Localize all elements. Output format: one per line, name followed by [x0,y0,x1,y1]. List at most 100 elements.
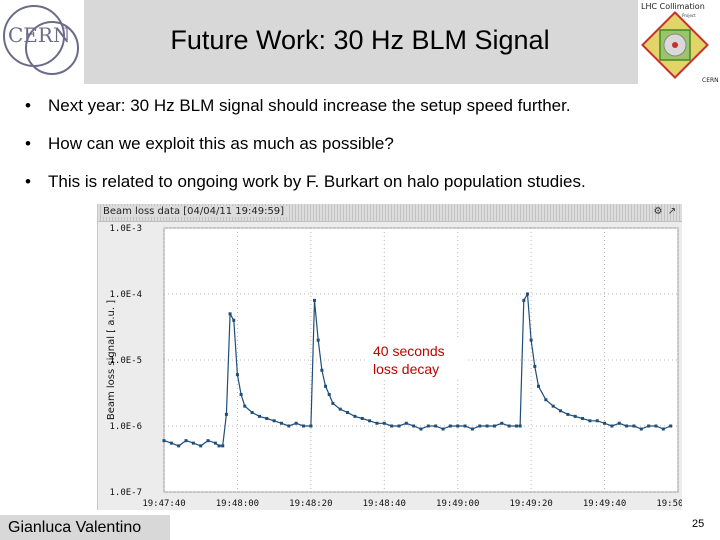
x-tick-label: 19:48:20 [289,499,332,509]
data-point [162,439,166,443]
lhc-collimation-logo: LHC Collimation Project CERN [638,0,720,84]
data-point [265,416,269,420]
data-point [320,368,324,372]
annotation-line: 40 seconds [373,343,445,359]
bullet-item: • How can we exploit this as much as poss… [22,132,712,170]
x-tick-label: 19:50:00 [656,499,682,509]
data-point [533,364,537,368]
data-point [573,414,577,418]
data-point [500,421,504,425]
svg-text:LHC Collimation: LHC Collimation [641,2,705,11]
data-point [412,424,416,428]
data-point [661,427,665,431]
svg-text:CERN: CERN [702,77,719,84]
data-point [588,419,592,423]
x-tick-label: 19:49:40 [583,499,626,509]
data-point [375,421,379,425]
data-point [331,401,335,405]
bullet-dot: • [25,134,31,153]
data-point [346,411,350,415]
y-tick-label: 1.0E-3 [109,224,142,234]
data-point [169,441,173,445]
data-point [272,419,276,423]
data-point [485,424,489,428]
y-tick-label: 1.0E-7 [109,488,142,498]
data-point [324,384,328,388]
data-point [522,298,526,302]
data-point [302,424,306,428]
data-point [525,292,529,296]
data-point [368,419,372,423]
data-point [279,421,283,425]
bullet-text: This is related to ongoing work by F. Bu… [48,172,586,191]
data-point [507,424,511,428]
x-tick-label: 19:49:20 [509,499,552,509]
data-point [669,424,673,428]
data-point [316,338,320,342]
data-point [287,424,291,428]
x-tick-label: 19:47:40 [142,499,185,509]
bullet-item: • This is related to ongoing work by F. B… [22,170,712,208]
settings-icon[interactable]: ⚙ [653,206,663,217]
bullet-text: How can we exploit this as much as possi… [48,134,394,153]
data-point [419,427,423,431]
data-point [250,411,254,415]
data-point [632,424,636,428]
data-point [232,318,236,322]
svg-text:CERN: CERN [8,23,70,47]
data-point [456,424,460,428]
data-point [397,424,401,428]
cern-logo: CERN [0,0,84,84]
annotation-line: loss decay [373,361,440,377]
x-tick-label: 19:48:00 [216,499,259,509]
data-point [313,298,317,302]
data-point [360,416,364,420]
data-point [390,424,394,428]
x-tick-label: 19:48:40 [363,499,406,509]
data-point [257,414,261,418]
data-point [224,412,228,416]
y-axis-title: Beam loss signal [ a.u. ] [106,300,117,420]
data-point [625,424,629,428]
data-point [518,424,522,428]
data-point [382,421,386,425]
presenter-name: Gianluca Valentino [0,515,170,540]
data-point [559,409,563,413]
data-point [353,414,357,418]
data-point [566,412,570,416]
y-tick-label: 1.0E-4 [109,290,142,300]
y-tick-label: 1.0E-5 [109,356,142,366]
plot-title-bar: Beam loss data [04/04/11 19:49:59] ⚙ ↗ [98,204,682,222]
bullet-dot: • [25,172,31,191]
data-point [529,338,533,342]
data-point [228,312,232,316]
export-icon[interactable]: ↗ [667,206,677,217]
data-point [514,424,518,428]
data-point [213,441,217,445]
data-point [217,444,221,448]
data-point [235,373,239,377]
data-point [610,424,614,428]
data-point [327,393,331,397]
data-point [654,424,658,428]
data-point [603,421,607,425]
data-point [177,444,181,448]
data-point [551,404,555,408]
data-point [595,419,599,423]
bullet-text: Next year: 30 Hz BLM signal should incre… [48,96,571,115]
data-point [470,427,474,431]
y-tick-label: 1.0E-6 [109,422,142,432]
data-point [294,421,298,425]
header-bar [0,0,720,84]
beam-loss-chart: 1.0E-3 1.0E-4 1.0E-5 1.0E-6 1.0E-719:47:40 19… [106,224,682,509]
annotation-box: 40 seconds loss decay [367,340,466,380]
chart-title: Beam loss data [04/04/11 19:49:59] [103,206,289,217]
data-point [492,424,496,428]
data-point [206,439,210,443]
data-point [221,444,225,448]
data-point [184,439,188,443]
data-point [617,421,621,425]
data-point [544,398,548,402]
data-point [448,424,452,428]
data-point [191,441,195,445]
